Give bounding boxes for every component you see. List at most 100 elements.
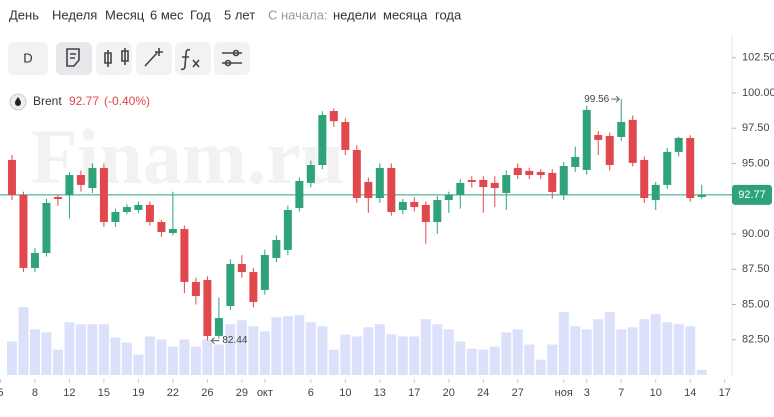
- volume-bar: [397, 336, 408, 375]
- volume-bar: [6, 341, 17, 375]
- x-tick-label: 15: [98, 387, 110, 399]
- candle-body: [88, 167, 97, 189]
- candle-body: [525, 170, 534, 176]
- interval-button[interactable]: [8, 42, 48, 75]
- candle-body: [157, 221, 166, 233]
- plot-area: 82.5085.0087.5090.0092.5095.0097.50100.0…: [0, 35, 774, 399]
- volume-bar: [110, 337, 121, 375]
- candle-body: [341, 122, 350, 150]
- candle-body: [387, 167, 396, 212]
- volume-bar: [225, 324, 236, 375]
- tool-button[interactable]: [175, 42, 211, 75]
- legend-instrument: Brent: [33, 94, 62, 108]
- candle-body: [76, 175, 85, 185]
- candle-body: [134, 204, 143, 211]
- volume-bar: [570, 326, 581, 375]
- candle-body: [444, 194, 453, 200]
- volume-bar: [179, 339, 190, 375]
- candle-body: [433, 199, 442, 222]
- candle-body: [375, 167, 384, 199]
- volume-bar: [374, 324, 385, 375]
- volume-bar: [604, 312, 615, 375]
- candle-body: [410, 201, 419, 208]
- tool-icon: [232, 49, 240, 57]
- candle-body: [30, 253, 39, 268]
- candle-body: [272, 240, 281, 258]
- candle-body: [651, 184, 660, 200]
- since-tab[interactable]: месяца: [383, 7, 428, 22]
- candle-body: [283, 210, 292, 250]
- volume-bar: [202, 339, 213, 375]
- x-tick-label: 17: [719, 387, 731, 399]
- since-label: С начала:: [268, 7, 328, 22]
- period-tab[interactable]: 5 лет: [224, 7, 255, 22]
- volume-bar: [282, 316, 293, 375]
- volume-bar: [248, 326, 259, 375]
- x-tick-label: 10: [339, 387, 351, 399]
- volume-bar: [351, 336, 362, 375]
- volume-bar: [328, 349, 339, 375]
- x-tick-label: 3: [584, 387, 590, 399]
- candle-body: [7, 159, 16, 195]
- volume-bar: [489, 346, 500, 375]
- period-tab[interactable]: День: [9, 7, 39, 22]
- volume-bar: [696, 369, 707, 375]
- volume-bar: [294, 315, 305, 375]
- volume-bar: [167, 346, 178, 375]
- candle-body: [559, 166, 568, 195]
- candle-body: [364, 181, 373, 199]
- period-tab[interactable]: Год: [190, 7, 211, 22]
- candle-body: [467, 179, 476, 182]
- candle-body: [306, 165, 315, 183]
- legend-price: 92.77: [69, 94, 99, 108]
- x-tick-label: 10: [650, 387, 662, 399]
- candle-body: [329, 111, 338, 122]
- x-tick-label: 6: [308, 387, 314, 399]
- candle-body: [674, 137, 683, 152]
- volume-bar: [478, 349, 489, 375]
- volume-bar: [386, 334, 397, 375]
- candle-body: [663, 151, 672, 185]
- volume-bar: [616, 329, 627, 375]
- volume-bar: [121, 342, 132, 375]
- candle-body: [594, 134, 603, 140]
- x-tick-label: 5: [0, 387, 4, 399]
- tool-button[interactable]: [96, 42, 132, 75]
- volume-bar: [547, 344, 558, 375]
- candle-body: [398, 201, 407, 211]
- volume-bar: [41, 332, 52, 375]
- last-price-tag: [732, 184, 772, 205]
- candle-body: [226, 264, 235, 307]
- tool-button[interactable]: [136, 42, 172, 75]
- volume-bar: [64, 322, 75, 375]
- candle-body: [686, 137, 695, 199]
- since-tab[interactable]: года: [435, 7, 462, 22]
- volume-bar: [432, 324, 443, 375]
- candle-body: [617, 122, 626, 137]
- x-tick-label: 22: [167, 387, 179, 399]
- period-tab[interactable]: 6 мес: [150, 7, 184, 22]
- x-tick-label: 27: [512, 387, 524, 399]
- volume-bar: [501, 332, 512, 375]
- volume-bar: [213, 344, 224, 375]
- x-tick-label: 29: [236, 387, 248, 399]
- since-tab[interactable]: недели: [333, 7, 376, 22]
- volume-bar: [558, 312, 569, 375]
- candle-body: [571, 156, 580, 167]
- volume-bar: [190, 346, 201, 375]
- instrument-icon: [15, 97, 21, 106]
- volume-bar: [639, 319, 650, 375]
- period-tab[interactable]: Неделя: [52, 7, 97, 22]
- volume-bar: [662, 322, 673, 375]
- candle-body: [513, 167, 522, 176]
- y-tick-label: 102.50: [742, 52, 774, 64]
- tool-icon: [66, 48, 80, 67]
- y-tick-label: 95.00: [742, 157, 770, 169]
- volume-bar: [466, 348, 477, 375]
- tool-button[interactable]: [214, 42, 250, 75]
- period-tab[interactable]: Месяц: [105, 7, 145, 22]
- x-tick-label: 12: [63, 387, 75, 399]
- x-tick-label: 17: [408, 387, 420, 399]
- volume-bar: [305, 322, 316, 375]
